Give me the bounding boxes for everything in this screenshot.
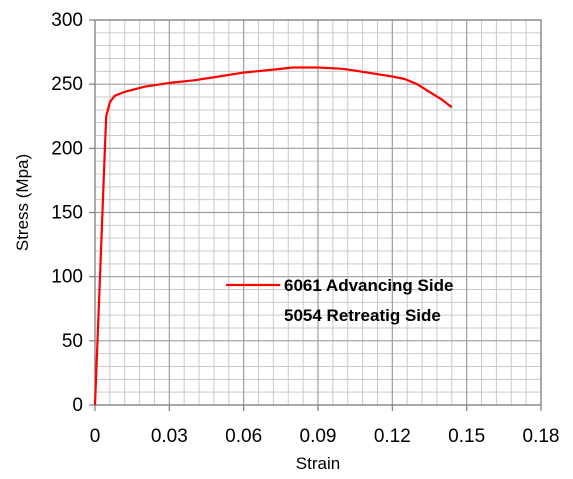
x-tick-label: 0.06 (225, 426, 262, 447)
legend-label: 6061 Advancing Side (284, 276, 453, 295)
y-tick-label: 150 (51, 203, 83, 224)
x-axis-label: Strain (296, 454, 340, 473)
y-tick-label: 50 (62, 331, 83, 352)
x-tick-label: 0 (90, 426, 101, 447)
x-tick-label: 0.09 (300, 426, 337, 447)
y-axis-ticks: 0 50 100 150 200 250 300 (51, 10, 95, 416)
x-tick-label: 0.12 (374, 426, 411, 447)
y-tick-label: 250 (51, 74, 83, 95)
major-grid (94, 19, 542, 406)
series-layer (93, 66, 453, 406)
x-tick-label: 0.15 (448, 426, 485, 447)
y-tick-label: 100 (51, 267, 83, 288)
x-tick-label: 0.18 (523, 426, 560, 447)
y-axis-label: Stress (Mpa) (13, 154, 32, 251)
series-line (93, 66, 453, 406)
y-tick-label: 0 (72, 395, 83, 416)
legend-label: 5054 Retreatig Side (284, 306, 441, 325)
x-axis-ticks: 0 0.03 0.06 0.09 0.12 0.15 0.18 (90, 405, 560, 447)
y-tick-label: 200 (51, 138, 83, 159)
y-tick-label: 300 (51, 10, 83, 31)
x-tick-label: 0.03 (151, 426, 188, 447)
legend: 6061 Advancing Side 5054 Retreatig Side (226, 276, 453, 325)
